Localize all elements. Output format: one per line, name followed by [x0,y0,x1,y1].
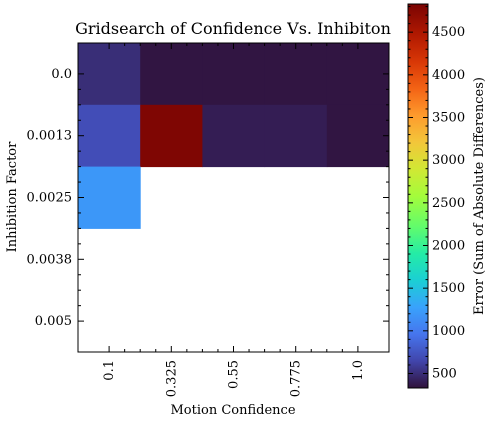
y-tick-label: 0.0025 [27,191,73,206]
heatmap-cell [202,104,266,168]
colorbar-gradient [407,3,429,389]
y-tick-label: 0.0038 [27,252,73,267]
colorbar-tick-label: 500 [432,366,457,381]
heatmap-cell [326,104,390,168]
heatmap-cell [78,166,141,229]
x-axis-ticks: 0.1 0.325 0.55 0.775 1.0 [102,43,366,397]
x-tick-label: 0.55 [227,360,242,389]
heatmap-cell [202,43,266,106]
heatmap-cell [140,104,203,168]
colorbar-tick-label: 1000 [432,324,465,339]
y-tick-label: 0.0013 [27,129,73,144]
chart-title: Gridsearch of Confidence Vs. Inhibiton [75,19,391,38]
colorbar-tick-label: 1500 [432,281,465,296]
colorbar: 500 1000 1500 2000 2500 3000 3500 4000 4500 Erro… [407,3,487,389]
x-tick-label: 0.325 [164,360,179,397]
heatmap-cell [264,104,328,168]
colorbar-tick-label: 4000 [432,68,465,83]
colorbar-tick-label: 3000 [432,153,465,168]
colorbar-ticks: 500 1000 1500 2000 2500 3000 3500 4000 4500 [408,6,465,381]
heatmap-cell [326,43,390,106]
y-tick-label: 0.0 [51,67,72,82]
x-tick-label: 0.775 [289,360,304,397]
colorbar-tick-label: 3500 [432,110,465,125]
colorbar-tick-label: 4500 [432,25,465,40]
y-axis-label: Inhibition Factor [5,141,20,252]
heatmap-cell [140,43,203,106]
heatmap-cell [78,43,141,106]
x-tick-label: 1.0 [351,360,366,381]
colorbar-label: Error (Sum of Absolute Differences) [472,77,487,315]
y-axis-ticks: 0.0 0.0013 0.0025 0.0038 0.005 [27,67,389,329]
heatmap-cell [78,104,141,168]
x-tick-label: 0.1 [102,360,117,381]
colorbar-tick-label: 2000 [432,238,465,253]
heatmap-cells [78,43,390,229]
colorbar-tick-label: 2500 [432,196,465,211]
x-axis-label: Motion Confidence [170,403,295,418]
y-tick-label: 0.005 [35,314,72,329]
heatmap-plot: 0.1 0.325 0.55 0.775 1.0 0.0 0.0013 0.0025 0.00… [27,42,390,397]
heatmap-cell [264,43,328,106]
